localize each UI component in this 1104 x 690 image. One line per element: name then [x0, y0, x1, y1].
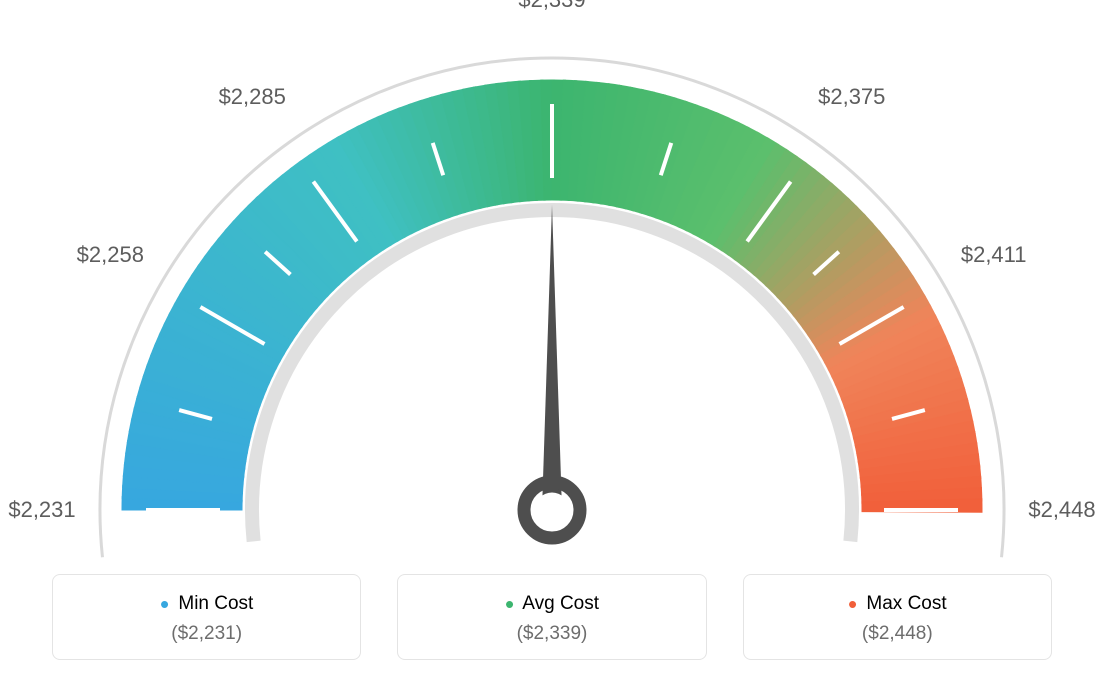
legend-card-max: • Max Cost ($2,448)	[743, 574, 1052, 660]
legend-label-min: Min Cost	[178, 593, 253, 614]
gauge-chart: $2,231 $2,258 $2,285 $2,339 $2,375 $2,411 $2,4…	[0, 0, 1104, 560]
dot-min: •	[160, 589, 169, 619]
legend-label-avg: Avg Cost	[522, 593, 599, 614]
legend-value-max: ($2,448)	[744, 623, 1051, 645]
legend-value-avg: ($2,339)	[398, 623, 705, 645]
legend-row: • Min Cost ($2,231) • Avg Cost ($2,339) …	[52, 574, 1052, 660]
legend-card-avg: • Avg Cost ($2,339)	[397, 574, 706, 660]
dot-max: •	[848, 589, 857, 619]
legend-card-min: • Min Cost ($2,231)	[52, 574, 361, 660]
tick-label: $2,448	[1028, 497, 1095, 523]
gauge-svg	[0, 0, 1104, 560]
legend-value-min: ($2,231)	[53, 623, 360, 645]
tick-label: $2,375	[818, 84, 885, 110]
legend-title-avg: • Avg Cost	[398, 593, 705, 615]
tick-label: $2,339	[518, 0, 585, 13]
legend-label-max: Max Cost	[866, 593, 946, 614]
tick-label: $2,231	[8, 497, 75, 523]
tick-label: $2,258	[77, 242, 144, 268]
tick-label: $2,285	[219, 84, 286, 110]
tick-label: $2,411	[961, 242, 1027, 268]
dot-avg: •	[505, 589, 514, 619]
legend-title-min: • Min Cost	[53, 593, 360, 615]
legend-title-max: • Max Cost	[744, 593, 1051, 615]
